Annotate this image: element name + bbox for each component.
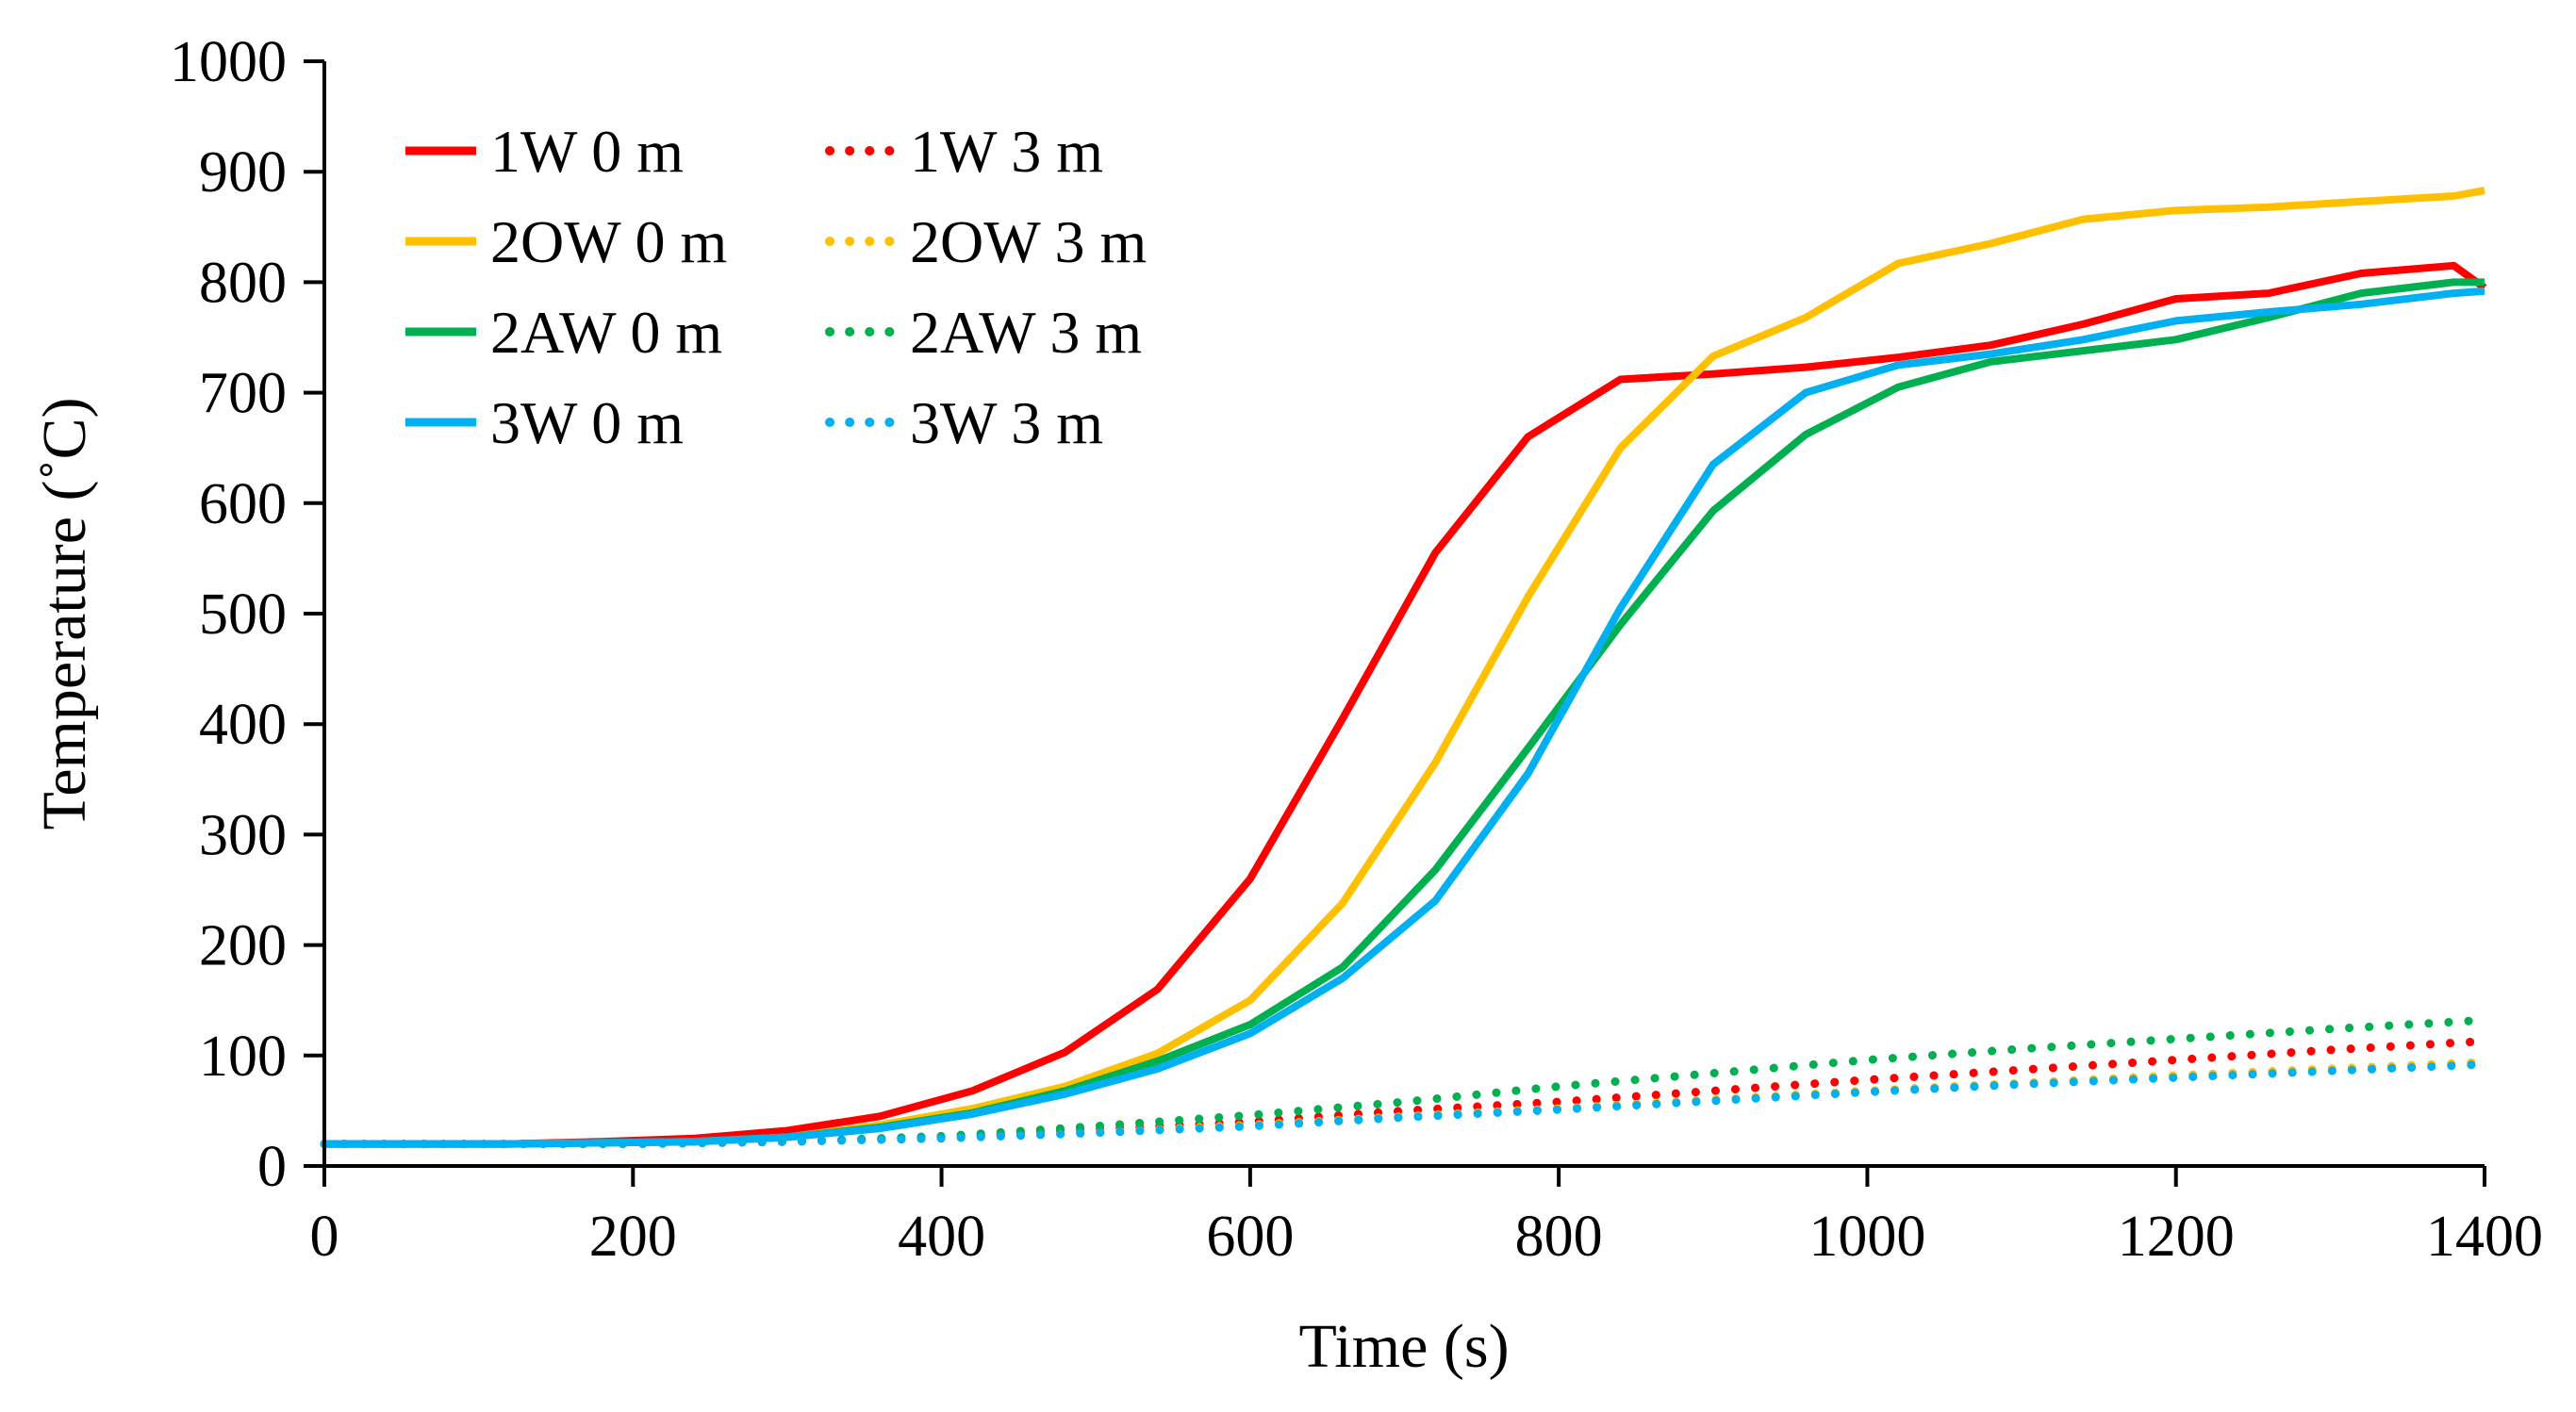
ticks-layer: 0 100 200 300 400 500 600 700 800 900 1000 0 200 400 6… [170,30,2543,1269]
legend-label: 2AW 3 m [910,299,1142,366]
x-tick-label: 1000 [1808,1205,1925,1269]
legend-label: 2OW 3 m [910,208,1147,275]
legend-label: 2OW 0 m [490,208,727,275]
series-line-1w-3-m [320,1037,2489,1149]
legend-label: 3W 0 m [490,389,684,456]
legend-label: 2AW 0 m [490,299,722,366]
x-axis-title: Time (s) [1298,1312,1509,1381]
y-tick-label: 500 [199,583,287,647]
y-tick-label: 800 [199,251,287,315]
y-tick-label: 900 [199,140,287,205]
y-tick-label: 0 [257,1135,287,1199]
x-tick-label: 600 [1206,1205,1294,1269]
x-tick-label: 0 [310,1205,339,1269]
series-layer [320,187,2489,1149]
legend-item-1w-0-m: 1W 0 m [405,118,684,185]
legend-label: 1W 0 m [490,118,684,185]
y-tick-label: 100 [199,1025,287,1089]
legend-item-3w-3-m: 3W 3 m [825,389,1103,456]
y-tick-label: 700 [199,362,287,426]
x-tick-label: 1400 [2426,1205,2543,1269]
y-tick-label: 600 [199,472,287,536]
y-tick-label: 1000 [170,30,287,94]
y-axis-title: Temperature (˚C) [30,398,99,830]
series-line-3w-3-m [320,1059,2489,1149]
y-tick-label: 400 [199,693,287,757]
legend-item-1w-3-m: 1W 3 m [825,118,1103,185]
series-line-3w-0-m [324,287,2485,1148]
x-tick-label: 800 [1515,1205,1603,1269]
series-line-2ow-3-m [320,1058,2489,1149]
legend-item-2ow-3-m: 2OW 3 m [825,208,1147,275]
series-line-2aw-3-m [320,1015,2489,1149]
x-tick-label: 200 [589,1205,677,1269]
legend-item-3w-0-m: 3W 0 m [405,389,684,456]
legend-item-2aw-0-m: 2AW 0 m [405,299,722,366]
legend-item-2aw-3-m: 2AW 3 m [825,299,1142,366]
x-tick-label: 1200 [2118,1205,2235,1269]
legend-item-2ow-0-m: 2OW 0 m [405,208,727,275]
x-tick-label: 400 [898,1205,985,1269]
legend: 1W 0 m 1W 3 m 2OW 0 m 2OW 3 m 2AW 0 m 2AW 3 m… [405,118,1147,456]
y-tick-label: 300 [199,803,287,867]
legend-label: 3W 3 m [910,389,1103,456]
legend-label: 1W 3 m [910,118,1103,185]
y-tick-label: 200 [199,914,287,978]
